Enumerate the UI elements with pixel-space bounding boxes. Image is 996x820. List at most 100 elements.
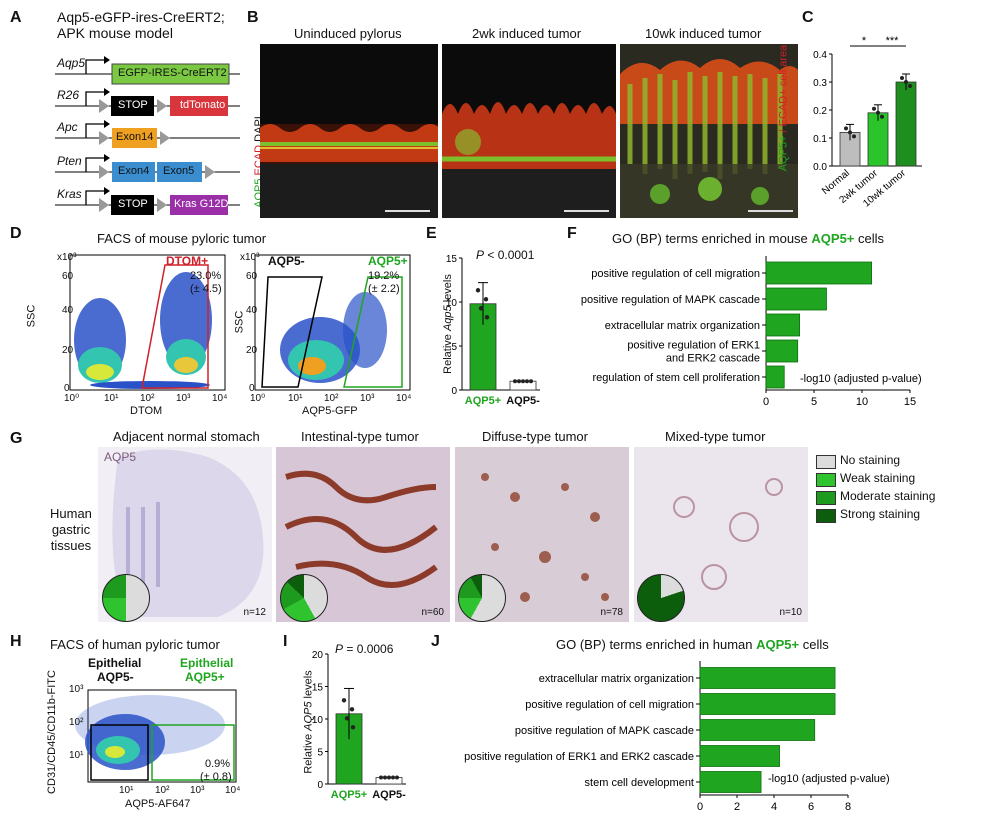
chartF-xlabel: -log10 (adjusted p-value) — [800, 373, 922, 385]
gene-row-r26 — [55, 88, 240, 116]
panel-i-chart: 0 5 10 15 20 AQP5+ AQP5- — [312, 650, 406, 801]
i-p: P — [335, 642, 344, 656]
c-bar-2 — [895, 81, 917, 167]
h-xtick-4: 10⁴ — [225, 785, 241, 796]
g-count-3: n=10 — [779, 607, 802, 618]
chartI-xtick-label-0: AQP5+ — [331, 789, 367, 801]
ihc-adjacent-normal: AQP5 n=12 — [98, 447, 272, 622]
d-left-ytick-20: 20 — [62, 345, 74, 356]
chartI-ytick-label: 15 — [312, 683, 324, 694]
chartJ-ylabel-0: extracellular matrix organization — [539, 673, 694, 685]
panel-f-chart: 0 5 10 15 positive regulation of cell migrat… — [581, 256, 922, 408]
chartJ-xtick-label: 4 — [771, 801, 777, 813]
c-ytick-label: 0.1 — [813, 134, 827, 145]
d-right-sd: (± 2.2) — [368, 283, 400, 295]
f-title-post: cells — [854, 231, 885, 246]
d-left-xtick-2: 10² — [140, 393, 155, 404]
legend-swatch-2 — [816, 491, 836, 505]
legend-swatch-3 — [816, 509, 836, 523]
chartE-dot — [483, 297, 489, 302]
gene-row-pten — [55, 154, 240, 182]
gene-label-aqp5: Aqp5 — [57, 56, 86, 70]
c-dot — [908, 84, 912, 88]
gene-label-kras: Kras — [57, 187, 82, 201]
chartJ-bar-2 — [699, 719, 816, 741]
d-gate-aqp5-neg: AQP5- — [268, 254, 305, 268]
d-left-pct: 23.0% — [190, 270, 222, 282]
chartI-xtick-label-1: AQP5- — [372, 789, 406, 801]
construct-kras-stop: STOP — [118, 198, 148, 210]
d-left-ylabel: SSC — [25, 304, 38, 328]
c-ytick-label: 0.3 — [813, 78, 827, 89]
h-ytick-3: 10³ — [69, 684, 84, 695]
pie-3 — [637, 574, 685, 622]
chartJ-bar-1 — [699, 693, 836, 715]
panel-c-ylabel-green: AQP5+ — [777, 135, 790, 172]
d-gate-aqp5-pos: AQP5+ — [368, 254, 408, 268]
chartI-dot — [350, 725, 356, 730]
chartE-dot — [478, 306, 484, 311]
c-dot — [900, 76, 904, 80]
chartI-dot — [344, 716, 350, 721]
f-title-hl: AQP5+ — [811, 231, 855, 246]
chartF-xtick-label: 15 — [904, 396, 916, 408]
g-count-1: n=60 — [421, 607, 444, 618]
h-pos-line2: AQP5+ — [185, 670, 225, 684]
panel-g-side-label: Human gastric tissues — [50, 506, 92, 553]
chartJ-xtick-label: 2 — [734, 801, 740, 813]
chartE-dot — [529, 379, 533, 384]
h-ylabel: CD31/CD45/CD11b-FITC — [45, 670, 58, 794]
chartE-ytick-label: 0 — [451, 386, 457, 397]
chartJ-xtick-label: 8 — [845, 801, 851, 813]
panel-c-ylabel: AQP5+ / ECAD+ cell area — [777, 40, 810, 180]
gene-label-pten: Pten — [57, 154, 82, 168]
d-right-xtick-2: 10² — [324, 393, 339, 404]
d-right-xlabel: AQP5-GFP — [302, 405, 358, 417]
j-title-pre: GO (BP) terms enriched in human — [556, 637, 757, 652]
j-title-hl: AQP5+ — [756, 637, 800, 652]
panel-i-letter: I — [283, 633, 288, 650]
construct-pten-exon4: Exon4 — [118, 165, 150, 177]
construct-egfp: EGFP-IRES-CreERT2 — [118, 67, 227, 79]
g-stain-label: AQP5 — [104, 450, 137, 464]
chartE-dot — [484, 315, 490, 320]
chartF-xtick-label: 5 — [811, 396, 817, 408]
d-right-xtick-0: 10⁰ — [250, 393, 266, 404]
d-left-xtick-0: 10⁰ — [64, 393, 80, 404]
legend-label-0: No staining — [840, 453, 901, 467]
panel-c-ylabel-rest: / ECAD+ cell area — [777, 44, 790, 136]
micrograph-10wk-tumor — [620, 44, 798, 218]
chartF-ylabel-2: extracellular matrix organization — [605, 320, 760, 332]
g-title-3: Mixed-type tumor — [665, 429, 766, 444]
h-ytick-2: 10² — [69, 717, 84, 728]
panel-g-letter: G — [10, 430, 23, 447]
chartE-dot — [475, 288, 481, 293]
c-dot — [872, 106, 876, 111]
chartJ-bar-3 — [699, 745, 780, 767]
g-count-2: n=78 — [600, 607, 623, 618]
chartJ-bar-4 — [699, 771, 762, 793]
gene-label-apc: Apc — [57, 120, 78, 134]
panel-b-title-2: 2wk induced tumor — [472, 26, 582, 41]
h-pos-line1: Epithelial — [180, 656, 234, 670]
g-title-0: Adjacent normal stomach — [113, 429, 260, 444]
panel-i-pvalue: P = 0.0006 — [335, 642, 393, 656]
chartF-ylabel-3: and ERK2 cascade — [666, 353, 760, 365]
panel-j-letter: J — [431, 633, 440, 650]
i-p-rest: = 0.0006 — [343, 642, 394, 656]
legend-swatch-0 — [816, 455, 836, 469]
micrograph-uninduced — [260, 44, 438, 218]
panel-e-pvalue: P < 0.0001 — [476, 248, 534, 262]
construct-pten-exon5: Exon5 — [163, 165, 195, 177]
c-ytick-label: 0.2 — [813, 106, 827, 117]
d-left-scale: x10³ — [57, 252, 77, 263]
chartI-ytick-label: 10 — [312, 715, 324, 726]
d-right-ylabel: SSC — [233, 310, 246, 334]
chartJ-ylabel-2: positive regulation of MAPK cascade — [515, 725, 694, 737]
chartE-xtick-label-1: AQP5- — [506, 395, 540, 407]
chartF-bar-3 — [765, 339, 799, 363]
legend-label-3: Strong staining — [840, 507, 921, 521]
chartE-dot — [513, 379, 517, 384]
chartF-xtick-label: 10 — [856, 396, 868, 408]
